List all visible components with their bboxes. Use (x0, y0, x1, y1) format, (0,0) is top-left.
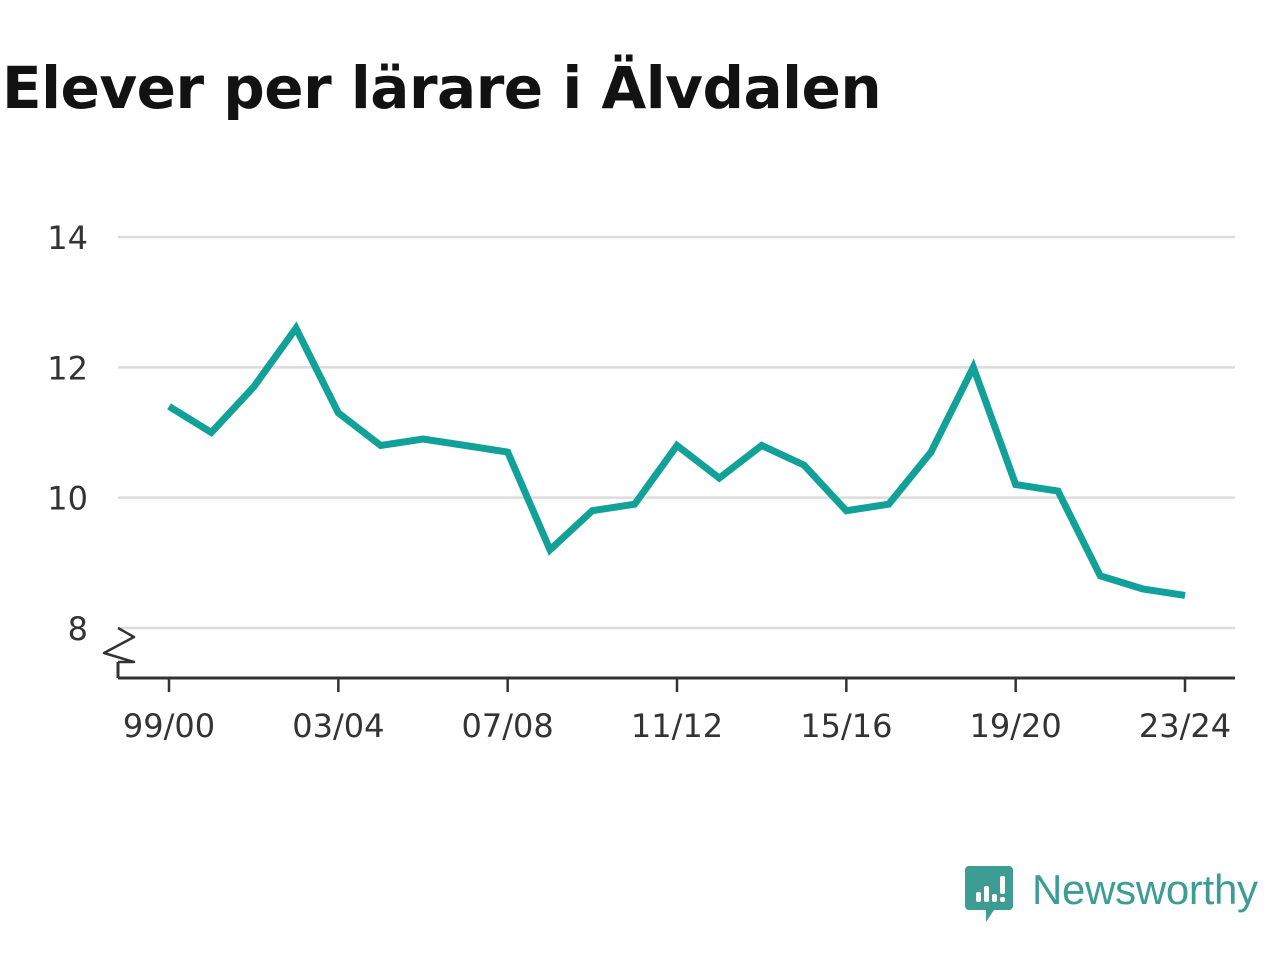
x-axis-ticks: 99/00 03/04 07/08 11/12 15/16 19/20 23/24 (123, 678, 1231, 745)
y-tick-label-10: 10 (47, 480, 88, 518)
y-tick-label-14: 14 (47, 219, 88, 257)
x-tick-label-99-00: 99/00 (123, 707, 215, 745)
series-layer (167, 321, 1186, 599)
x-tick-label-23-24: 23/24 (1139, 707, 1231, 745)
x-tick-label-11-12: 11/12 (631, 707, 723, 745)
y-tick-label-8: 8 (68, 610, 88, 648)
axes (102, 626, 1235, 680)
brand-name: Newsworthy (1032, 866, 1258, 913)
x-tick-label-03-04: 03/04 (292, 707, 384, 745)
y-tick-label-12: 12 (47, 349, 88, 387)
newsworthy-chart-bubble-icon (965, 866, 1013, 922)
gridlines (118, 235, 1235, 630)
y-axis-break-icon (102, 626, 136, 664)
x-tick-label-15-16: 15/16 (800, 707, 892, 745)
y-axis-ticks: 8 10 12 14 (47, 219, 88, 648)
chart-title: Elever per lärare i Älvdalen (2, 54, 882, 122)
x-tick-label-07-08: 07/08 (462, 707, 554, 745)
x-tick-label-19-20: 19/20 (970, 707, 1062, 745)
brand-logo: Newsworthy (964, 864, 1258, 926)
